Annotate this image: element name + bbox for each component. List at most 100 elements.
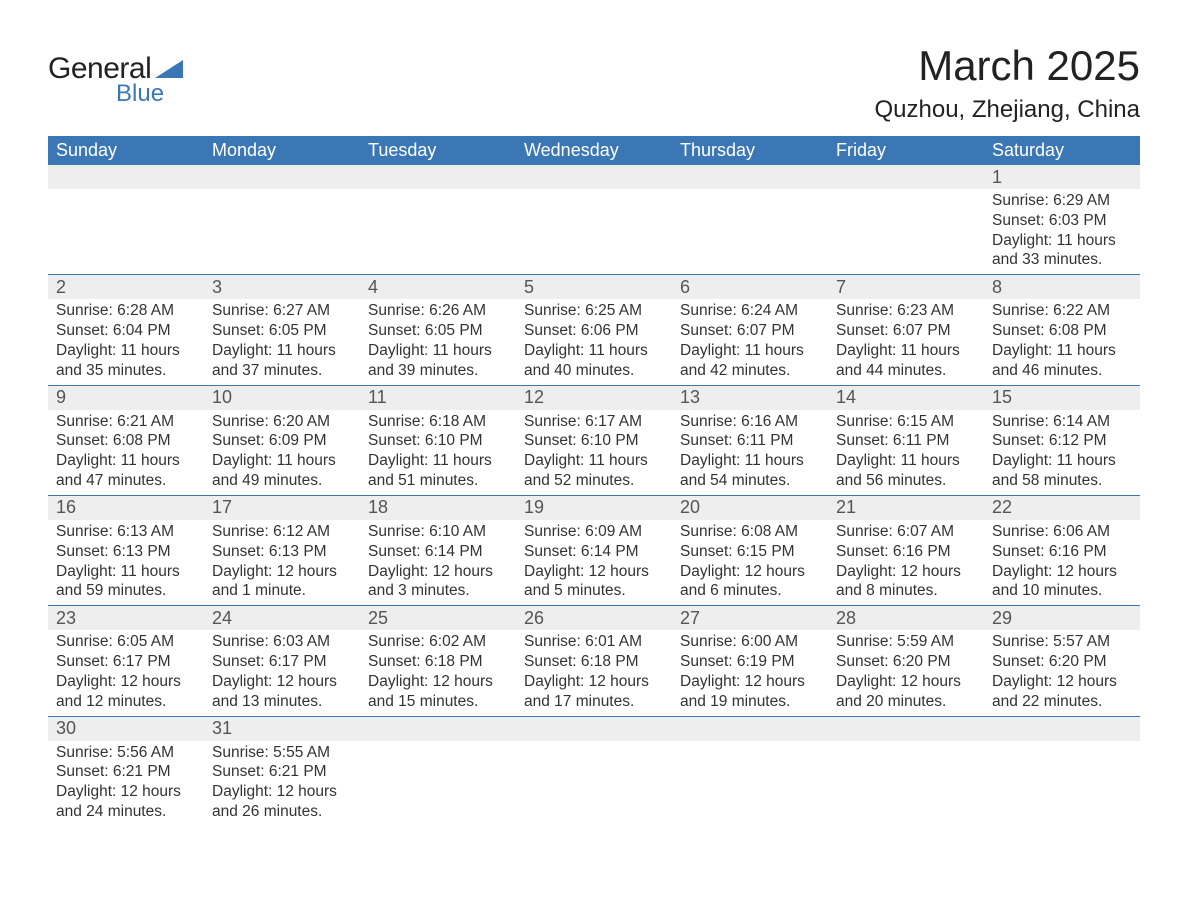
sunrise-text: Sunrise: 6:09 AM (524, 522, 664, 542)
daylight-text: Daylight: 12 hours and 6 minutes. (680, 562, 820, 602)
date-number: 14 (828, 386, 984, 410)
day-cell (672, 717, 828, 826)
day-cell: 2Sunrise: 6:28 AMSunset: 6:04 PMDaylight… (48, 275, 204, 384)
sunrise-text: Sunrise: 6:01 AM (524, 632, 664, 652)
sunset-text: Sunset: 6:21 PM (212, 762, 352, 782)
day-cell: 12Sunrise: 6:17 AMSunset: 6:10 PMDayligh… (516, 386, 672, 495)
sunset-text: Sunset: 6:12 PM (992, 431, 1132, 451)
day-details: Sunrise: 6:01 AMSunset: 6:18 PMDaylight:… (516, 630, 672, 715)
day-cell: 5Sunrise: 6:25 AMSunset: 6:06 PMDaylight… (516, 275, 672, 384)
day-details: Sunrise: 6:17 AMSunset: 6:10 PMDaylight:… (516, 410, 672, 495)
date-number: 29 (984, 606, 1140, 630)
daylight-text: Daylight: 11 hours and 59 minutes. (56, 562, 196, 602)
day-cell: 22Sunrise: 6:06 AMSunset: 6:16 PMDayligh… (984, 496, 1140, 605)
date-number (360, 717, 516, 741)
day-details: Sunrise: 6:23 AMSunset: 6:07 PMDaylight:… (828, 299, 984, 384)
date-number (672, 717, 828, 741)
date-number (828, 165, 984, 189)
date-number: 8 (984, 275, 1140, 299)
date-number (516, 165, 672, 189)
sunset-text: Sunset: 6:18 PM (368, 652, 508, 672)
date-number (516, 717, 672, 741)
sunrise-text: Sunrise: 6:05 AM (56, 632, 196, 652)
day-cell (360, 717, 516, 826)
daylight-text: Daylight: 11 hours and 49 minutes. (212, 451, 352, 491)
date-number: 23 (48, 606, 204, 630)
date-number: 11 (360, 386, 516, 410)
day-cell: 18Sunrise: 6:10 AMSunset: 6:14 PMDayligh… (360, 496, 516, 605)
sunset-text: Sunset: 6:20 PM (992, 652, 1132, 672)
sunset-text: Sunset: 6:10 PM (524, 431, 664, 451)
date-number: 17 (204, 496, 360, 520)
day-cell: 20Sunrise: 6:08 AMSunset: 6:15 PMDayligh… (672, 496, 828, 605)
day-cell: 23Sunrise: 6:05 AMSunset: 6:17 PMDayligh… (48, 606, 204, 715)
daylight-text: Daylight: 11 hours and 35 minutes. (56, 341, 196, 381)
day-cell: 8Sunrise: 6:22 AMSunset: 6:08 PMDaylight… (984, 275, 1140, 384)
day-details: Sunrise: 6:15 AMSunset: 6:11 PMDaylight:… (828, 410, 984, 495)
day-details: Sunrise: 6:22 AMSunset: 6:08 PMDaylight:… (984, 299, 1140, 384)
day-header: Friday (828, 136, 984, 165)
day-details: Sunrise: 6:26 AMSunset: 6:05 PMDaylight:… (360, 299, 516, 384)
sunset-text: Sunset: 6:15 PM (680, 542, 820, 562)
day-header: Tuesday (360, 136, 516, 165)
calendar: Sunday Monday Tuesday Wednesday Thursday… (48, 136, 1140, 826)
sunrise-text: Sunrise: 6:21 AM (56, 412, 196, 432)
daylight-text: Daylight: 12 hours and 26 minutes. (212, 782, 352, 822)
day-cell (204, 165, 360, 274)
day-cell: 14Sunrise: 6:15 AMSunset: 6:11 PMDayligh… (828, 386, 984, 495)
daylight-text: Daylight: 11 hours and 56 minutes. (836, 451, 976, 491)
day-cell: 10Sunrise: 6:20 AMSunset: 6:09 PMDayligh… (204, 386, 360, 495)
sunset-text: Sunset: 6:10 PM (368, 431, 508, 451)
daylight-text: Daylight: 12 hours and 5 minutes. (524, 562, 664, 602)
day-cell (984, 717, 1140, 826)
day-cell (672, 165, 828, 274)
date-number: 25 (360, 606, 516, 630)
sunrise-text: Sunrise: 6:13 AM (56, 522, 196, 542)
day-cell (360, 165, 516, 274)
date-number: 18 (360, 496, 516, 520)
sunrise-text: Sunrise: 6:15 AM (836, 412, 976, 432)
sunset-text: Sunset: 6:11 PM (680, 431, 820, 451)
sunrise-text: Sunrise: 5:56 AM (56, 743, 196, 763)
day-cell: 17Sunrise: 6:12 AMSunset: 6:13 PMDayligh… (204, 496, 360, 605)
day-cell: 11Sunrise: 6:18 AMSunset: 6:10 PMDayligh… (360, 386, 516, 495)
month-title: March 2025 (875, 42, 1141, 90)
day-cell: 31Sunrise: 5:55 AMSunset: 6:21 PMDayligh… (204, 717, 360, 826)
day-details: Sunrise: 6:07 AMSunset: 6:16 PMDaylight:… (828, 520, 984, 605)
sunrise-text: Sunrise: 5:57 AM (992, 632, 1132, 652)
day-details: Sunrise: 6:16 AMSunset: 6:11 PMDaylight:… (672, 410, 828, 495)
week-row: 16Sunrise: 6:13 AMSunset: 6:13 PMDayligh… (48, 495, 1140, 605)
day-details: Sunrise: 6:13 AMSunset: 6:13 PMDaylight:… (48, 520, 204, 605)
daylight-text: Daylight: 11 hours and 52 minutes. (524, 451, 664, 491)
sunrise-text: Sunrise: 6:06 AM (992, 522, 1132, 542)
date-number: 6 (672, 275, 828, 299)
date-number: 7 (828, 275, 984, 299)
day-header: Saturday (984, 136, 1140, 165)
date-number: 9 (48, 386, 204, 410)
day-details: Sunrise: 6:20 AMSunset: 6:09 PMDaylight:… (204, 410, 360, 495)
day-cell: 21Sunrise: 6:07 AMSunset: 6:16 PMDayligh… (828, 496, 984, 605)
week-row: 1Sunrise: 6:29 AMSunset: 6:03 PMDaylight… (48, 165, 1140, 274)
day-cell (828, 165, 984, 274)
date-number (360, 165, 516, 189)
day-cell: 26Sunrise: 6:01 AMSunset: 6:18 PMDayligh… (516, 606, 672, 715)
date-number: 2 (48, 275, 204, 299)
day-details: Sunrise: 6:25 AMSunset: 6:06 PMDaylight:… (516, 299, 672, 384)
sunrise-text: Sunrise: 6:00 AM (680, 632, 820, 652)
day-details: Sunrise: 6:03 AMSunset: 6:17 PMDaylight:… (204, 630, 360, 715)
sunset-text: Sunset: 6:05 PM (368, 321, 508, 341)
daylight-text: Daylight: 12 hours and 3 minutes. (368, 562, 508, 602)
day-details: Sunrise: 6:14 AMSunset: 6:12 PMDaylight:… (984, 410, 1140, 495)
daylight-text: Daylight: 12 hours and 22 minutes. (992, 672, 1132, 712)
day-cell: 15Sunrise: 6:14 AMSunset: 6:12 PMDayligh… (984, 386, 1140, 495)
day-cell: 29Sunrise: 5:57 AMSunset: 6:20 PMDayligh… (984, 606, 1140, 715)
logo-text-blue: Blue (116, 80, 183, 108)
day-cell: 7Sunrise: 6:23 AMSunset: 6:07 PMDaylight… (828, 275, 984, 384)
day-cell: 19Sunrise: 6:09 AMSunset: 6:14 PMDayligh… (516, 496, 672, 605)
sunrise-text: Sunrise: 6:16 AM (680, 412, 820, 432)
sunset-text: Sunset: 6:20 PM (836, 652, 976, 672)
day-cell (516, 165, 672, 274)
day-cell: 6Sunrise: 6:24 AMSunset: 6:07 PMDaylight… (672, 275, 828, 384)
daylight-text: Daylight: 11 hours and 42 minutes. (680, 341, 820, 381)
sunset-text: Sunset: 6:16 PM (992, 542, 1132, 562)
